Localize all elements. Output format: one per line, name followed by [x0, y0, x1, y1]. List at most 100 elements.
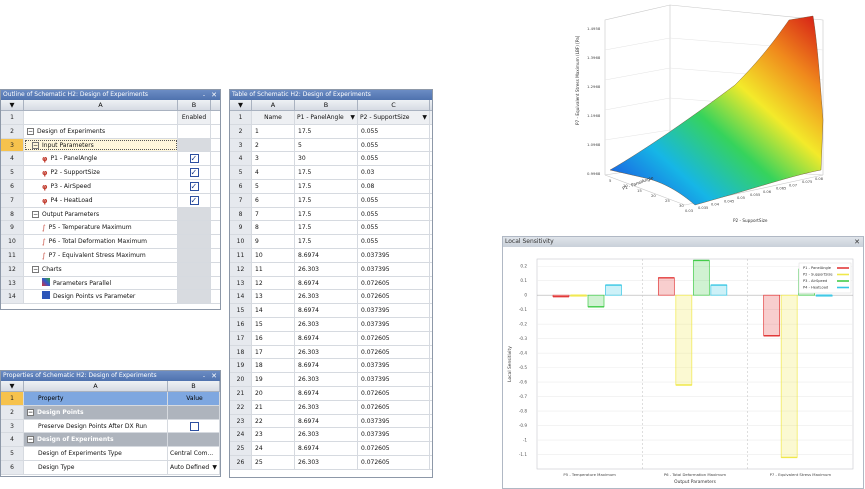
properties-pin-icon[interactable]: ˗ — [202, 372, 206, 380]
property-row[interactable]: 1 Property Value — [1, 392, 220, 406]
outline-row-label-cell[interactable]: Design Points vs Parameter — [24, 290, 178, 304]
table-cell-name[interactable]: 7 — [252, 207, 295, 221]
table-row[interactable]: 13 12 8.6974 0.072605 — [230, 276, 432, 291]
table-cell-p2[interactable]: 0.037395 — [358, 262, 430, 276]
table-cell-name[interactable]: 20 — [252, 386, 295, 400]
outline-close-icon[interactable]: ✕ — [211, 91, 217, 99]
outline-row[interactable]: 5 φ P2 - SupportSize — [1, 166, 220, 180]
sensitivity-bar[interactable] — [692, 260, 710, 296]
sensitivity-bar[interactable] — [780, 294, 798, 458]
sensitivity-bar[interactable] — [675, 294, 693, 386]
table-cell-p2[interactable]: 0.03 — [358, 166, 430, 179]
table-cell-p2[interactable]: 0.072605 — [358, 345, 430, 359]
table-header-p1-dropdown-icon[interactable]: ▼ — [350, 114, 355, 121]
outline-row[interactable]: 6 φ P3 - AirSpeed — [1, 179, 220, 194]
table-row[interactable]: 23 22 8.6974 0.037395 — [230, 414, 432, 429]
table-row[interactable]: 21 20 8.6974 0.072605 — [230, 386, 432, 401]
table-row[interactable]: 14 13 26.303 0.072605 — [230, 290, 432, 305]
table-cell-name[interactable]: 15 — [252, 317, 295, 331]
table-header-name[interactable]: Name — [252, 111, 295, 124]
table-row[interactable]: 12 11 26.303 0.037395 — [230, 262, 432, 277]
properties-sort-icon[interactable]: ▼ — [1, 381, 24, 391]
table-cell-name[interactable]: 18 — [252, 359, 295, 373]
sensitivity-bar[interactable] — [587, 294, 605, 308]
table-cell-p1[interactable]: 17.5 — [295, 221, 358, 235]
property-row[interactable]: 5 Design of Experiments Type Central Com..… — [1, 447, 220, 461]
outline-row-label-cell[interactable]: φ P3 - AirSpeed — [24, 179, 178, 193]
outline-row[interactable]: 12− Charts — [1, 262, 220, 277]
outline-row[interactable]: 13 Parameters Parallel — [1, 276, 220, 291]
table-cell-p2[interactable]: 0.037395 — [358, 373, 430, 386]
table-cell-p1[interactable]: 8.6974 — [295, 331, 358, 345]
table-row[interactable]: 3 2 5 0.055 — [230, 138, 432, 153]
outline-row-label-cell[interactable]: − Charts — [24, 262, 178, 276]
table-row[interactable]: 8 7 17.5 0.055 — [230, 207, 432, 222]
table-cell-p2[interactable]: 0.055 — [358, 124, 430, 138]
property-value-cell[interactable] — [168, 433, 220, 447]
table-cell-name[interactable]: 14 — [252, 304, 295, 317]
table-row[interactable]: 19 18 8.6974 0.037395 — [230, 359, 432, 374]
table-cell-p2[interactable]: 0.055 — [358, 152, 430, 166]
outline-row-label-cell[interactable]: ∫ P7 - Equivalent Stress Maximum — [24, 248, 178, 262]
table-cell-name[interactable]: 21 — [252, 400, 295, 414]
outline-row-label-cell[interactable]: ∫ P5 - Temperature Maximum — [24, 221, 178, 235]
table-cell-name[interactable]: 5 — [252, 179, 295, 193]
table-row[interactable]: 7 6 17.5 0.055 — [230, 193, 432, 208]
collapse-icon[interactable]: − — [32, 210, 39, 218]
outline-row[interactable]: 10 ∫ P6 - Total Deformation Maximum — [1, 235, 220, 249]
table-cell-p1[interactable]: 26.303 — [295, 345, 358, 359]
properties-close-icon[interactable]: ✕ — [211, 372, 217, 380]
table-cell-p1[interactable]: 17.5 — [295, 207, 358, 221]
table-cell-name[interactable]: 4 — [252, 166, 295, 179]
outline-row[interactable]: 14 Design Points vs Parameter — [1, 290, 220, 305]
collapse-icon[interactable]: − — [32, 265, 39, 273]
outline-row[interactable]: 7 φ P4 - HeatLoad — [1, 193, 220, 208]
table-row[interactable]: 22 21 26.303 0.072605 — [230, 400, 432, 415]
table-cell-p2[interactable]: 0.055 — [358, 221, 430, 235]
table-cell-p2[interactable]: 0.072605 — [358, 290, 430, 304]
table-row[interactable]: 11 10 8.6974 0.037395 — [230, 248, 432, 263]
table-row[interactable]: 16 15 26.303 0.037395 — [230, 317, 432, 332]
table-row[interactable]: 4 3 30 0.055 — [230, 152, 432, 167]
table-cell-p1[interactable]: 17.5 — [295, 193, 358, 207]
table-row[interactable]: 2 1 17.5 0.055 — [230, 124, 432, 139]
table-cell-name[interactable]: 23 — [252, 428, 295, 442]
table-cell-p2[interactable]: 0.072605 — [358, 386, 430, 400]
table-cell-p1[interactable]: 5 — [295, 138, 358, 152]
outline-row-label-cell[interactable]: − Output Parameters — [24, 207, 178, 221]
table-cell-name[interactable]: 19 — [252, 373, 295, 386]
outline-sort-icon[interactable]: ▼ — [1, 100, 24, 110]
property-row[interactable]: 4− Design of Experiments — [1, 433, 220, 448]
table-cell-p1[interactable]: 17.5 — [295, 124, 358, 138]
table-cell-p2[interactable]: 0.072605 — [358, 455, 430, 469]
table-cell-p2[interactable]: 0.037395 — [358, 304, 430, 317]
table-cell-p2[interactable]: 0.08 — [358, 179, 430, 193]
table-row[interactable]: 9 8 17.5 0.055 — [230, 221, 432, 236]
outline-row-b-cell[interactable] — [178, 166, 211, 179]
table-cell-p2[interactable]: 0.055 — [358, 138, 430, 152]
table-cell-p2[interactable]: 0.055 — [358, 207, 430, 221]
table-cell-p2[interactable]: 0.037395 — [358, 414, 430, 428]
table-row[interactable]: 10 9 17.5 0.055 — [230, 235, 432, 249]
outline-row[interactable]: 11 ∫ P7 - Equivalent Stress Maximum — [1, 248, 220, 263]
table-cell-p1[interactable]: 8.6974 — [295, 386, 358, 400]
table-row[interactable]: 26 25 26.303 0.072605 — [230, 455, 432, 470]
property-row[interactable]: 3 Preserve Design Points After DX Run — [1, 419, 220, 434]
collapse-icon[interactable]: − — [27, 127, 34, 135]
outline-row[interactable]: 4 φ P1 - PanelAngle — [1, 152, 220, 167]
table-cell-name[interactable]: 3 — [252, 152, 295, 166]
enabled-checkbox[interactable] — [189, 180, 199, 193]
table-cell-p2[interactable]: 0.072605 — [358, 331, 430, 345]
table-cell-name[interactable]: 10 — [252, 248, 295, 262]
outline-row-b-cell[interactable] — [178, 193, 211, 207]
table-cell-p1[interactable]: 26.303 — [295, 428, 358, 442]
outline-row-b-cell[interactable] — [178, 179, 211, 193]
table-header-p2-dropdown-icon[interactable]: ▼ — [422, 114, 427, 121]
chevron-down-icon[interactable]: ▼ — [212, 463, 217, 471]
table-cell-p2[interactable]: 0.055 — [358, 193, 430, 207]
outline-row-label-cell[interactable] — [24, 111, 178, 124]
table-cell-p1[interactable]: 17.5 — [295, 166, 358, 179]
enabled-checkbox[interactable] — [189, 166, 199, 179]
sensitivity-close-icon[interactable]: ✕ — [854, 238, 860, 246]
property-value-cell[interactable]: Central Com...▼ — [168, 447, 220, 460]
